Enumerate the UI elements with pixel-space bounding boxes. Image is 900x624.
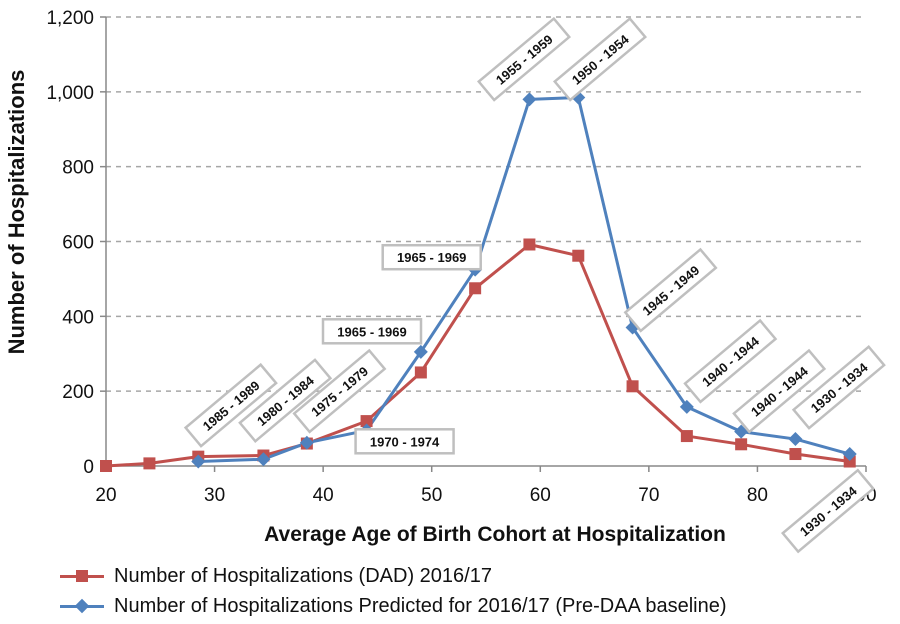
cohort-label-text: 1970 - 1974 — [370, 434, 440, 449]
cohort-label: 1930 - 1934 — [780, 468, 876, 554]
cohort-label-box — [381, 243, 482, 271]
cohort-label-text: 1955 - 1959 — [493, 32, 556, 88]
y-tick-labels: 0 200 400 600 800 1,000 1,200 — [46, 8, 106, 478]
data-point-dad — [100, 460, 112, 472]
x-axis-title: Average Age of Birth Cohort at Hospitali… — [264, 523, 726, 546]
cohort-label-box — [683, 318, 778, 404]
legend-swatch-predicted — [60, 598, 104, 614]
y-tick-label: 800 — [62, 158, 94, 179]
data-point-dad — [735, 438, 748, 451]
data-point-dad — [469, 282, 482, 295]
cohort-label-box — [791, 344, 886, 430]
x-tick-label: 50 — [421, 485, 442, 506]
data-point-predicted — [413, 344, 428, 359]
legend-label-dad: Number of Hospitalizations (DAD) 2016/17 — [114, 564, 492, 587]
legend-swatch-dad — [60, 569, 104, 583]
data-point-dad — [843, 455, 856, 468]
x-tick-label: 60 — [530, 485, 551, 506]
series-markers — [100, 90, 857, 472]
data-point-predicted — [299, 435, 314, 450]
y-tick-label: 200 — [62, 382, 94, 403]
gridlines — [106, 16, 866, 392]
data-point-dad — [360, 415, 373, 428]
y-tick-label: 600 — [62, 233, 94, 254]
cohort-label-text: 1965 - 1969 — [337, 324, 406, 339]
data-point-predicted — [522, 92, 537, 107]
cohort-label-box — [732, 348, 827, 434]
x-tick-label: 20 — [95, 485, 116, 506]
data-point-predicted — [256, 452, 271, 467]
cohort-label-box — [238, 358, 333, 443]
x-tick-label: 30 — [204, 485, 225, 506]
data-point-dad — [572, 249, 585, 262]
cohort-label-text: 1950 - 1954 — [569, 31, 632, 88]
data-point-predicted — [679, 399, 694, 414]
legend-item-predicted: Number of Hospitalizations Predicted for… — [60, 591, 727, 621]
y-tick-label: 0 — [83, 457, 94, 478]
cohort-label-box — [321, 318, 423, 345]
data-point-predicted — [788, 432, 803, 447]
y-tick-label: 1,200 — [46, 8, 94, 29]
data-point-predicted — [191, 454, 206, 469]
cohort-label: 1965 - 1969 — [321, 318, 423, 345]
y-axis-title: Number of Hospitalizations — [4, 70, 29, 355]
cohort-label-box — [292, 348, 387, 434]
data-point-dad — [626, 380, 639, 393]
cohort-label-text: 1940 - 1944 — [699, 333, 762, 390]
cohort-label-text: 1930 - 1934 — [797, 483, 860, 540]
cohort-label-box — [623, 247, 718, 333]
data-point-predicted — [842, 447, 857, 462]
cohort-label-box — [354, 428, 455, 455]
data-point-dad — [143, 457, 156, 470]
cohort-label-box — [780, 468, 876, 554]
cohort-label: 1965 - 1969 — [381, 243, 482, 271]
cohort-label-box — [183, 362, 278, 448]
cohort-label-box — [476, 16, 572, 102]
cohort-label-box — [552, 16, 648, 102]
cohort-label-text: 1965 - 1969 — [397, 250, 466, 265]
y-tick-label: 400 — [62, 307, 94, 328]
data-point-dad — [789, 448, 802, 461]
cohort-label: 1955 - 1959 — [476, 16, 572, 102]
data-point-dad — [680, 430, 693, 443]
cohort-label: 1970 - 1974 — [354, 428, 455, 455]
cohort-label: 1950 - 1954 — [552, 16, 648, 102]
data-point-dad — [523, 238, 536, 251]
cohort-label: 1945 - 1949 — [623, 247, 718, 333]
legend-label-predicted: Number of Hospitalizations Predicted for… — [114, 594, 727, 617]
x-tick-label: 70 — [638, 485, 659, 506]
cohort-label-text: 1945 - 1949 — [639, 262, 702, 318]
legend-item-dad: Number of Hospitalizations (DAD) 2016/17 — [60, 561, 727, 591]
x-tick-labels: 2030405060708090 — [95, 466, 877, 506]
y-tick-label: 1,000 — [46, 83, 94, 104]
x-tick-label: 40 — [313, 485, 334, 506]
data-point-dad — [414, 366, 427, 379]
legend: Number of Hospitalizations (DAD) 2016/17… — [60, 561, 727, 621]
x-tick-label: 80 — [747, 485, 768, 506]
